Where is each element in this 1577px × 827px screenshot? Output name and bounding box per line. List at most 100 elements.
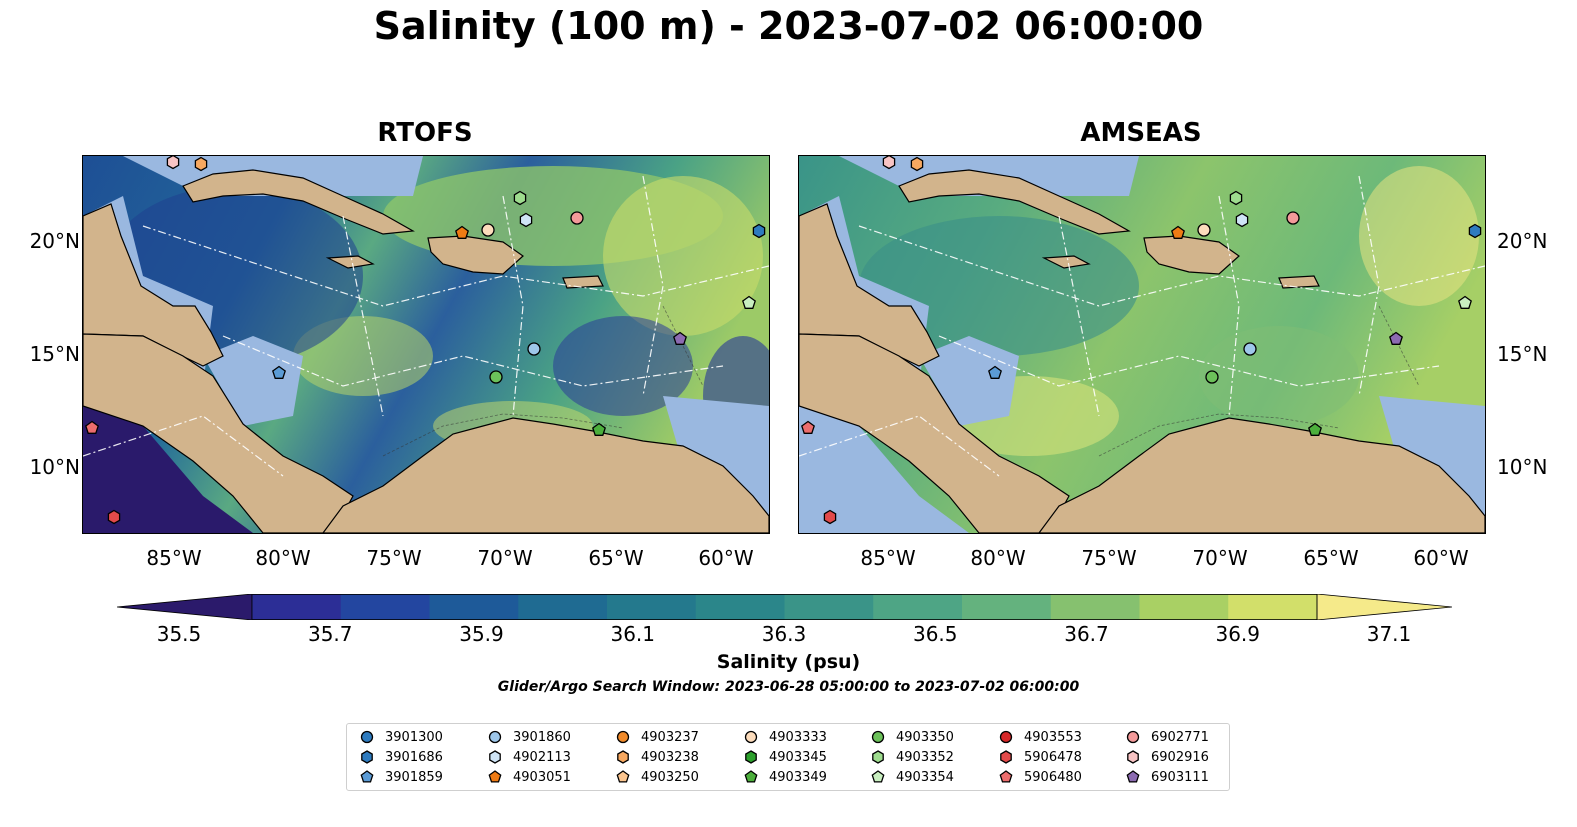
y-tick-label: 10°N bbox=[1497, 455, 1548, 479]
legend-label: 5906478 bbox=[1024, 749, 1082, 765]
float-markers-amseas[interactable] bbox=[801, 156, 1482, 525]
legend-label: 3901860 bbox=[513, 729, 571, 745]
float-marker-4903349 bbox=[1308, 422, 1322, 436]
float-marker-5906480 bbox=[801, 420, 815, 434]
legend-item: 4903250 bbox=[615, 767, 699, 787]
float-marker-5906478 bbox=[107, 509, 121, 525]
x-tick-label: 65°W bbox=[588, 546, 644, 570]
legend-item: 4903237 bbox=[615, 727, 699, 747]
float-marker-4903333 bbox=[481, 223, 495, 237]
circle-marker-icon bbox=[360, 730, 374, 744]
pentagon-marker-icon bbox=[999, 770, 1013, 783]
colorbar-extend-low bbox=[117, 594, 253, 620]
legend-item: 4902113 bbox=[487, 747, 571, 767]
float-legend: 3901300 3901686 3901859 3901860 4902113 49030… bbox=[346, 723, 1230, 791]
legend-label: 6902916 bbox=[1151, 749, 1209, 765]
float-marker-3901686 bbox=[1468, 223, 1482, 239]
float-marker-4903352 bbox=[513, 190, 527, 206]
legend-item: 4903553 bbox=[998, 727, 1082, 747]
pentagon-marker-icon bbox=[488, 770, 502, 783]
legend-item: 4903345 bbox=[743, 747, 827, 767]
pentagon-marker-icon bbox=[1126, 770, 1140, 783]
float-marker-4902113 bbox=[1235, 212, 1249, 228]
colorbar-segment bbox=[784, 594, 874, 620]
hexagon-marker-icon bbox=[1127, 750, 1139, 764]
panel-title-amseas: AMSEAS bbox=[1080, 118, 1202, 148]
colorbar-segment bbox=[518, 594, 608, 620]
legend-item: 4903349 bbox=[743, 767, 827, 787]
legend-item: 3901300 bbox=[359, 727, 443, 747]
float-marker-5906480 bbox=[85, 420, 99, 434]
colorbar-segment bbox=[1139, 594, 1229, 620]
float-marker-3901859 bbox=[988, 365, 1002, 379]
y-tick-label: 20°N bbox=[1497, 229, 1548, 253]
colorbar-tick-label: 35.9 bbox=[459, 622, 504, 646]
x-tick-label: 75°W bbox=[366, 546, 422, 570]
panel-title-rtofs: RTOFS bbox=[377, 118, 473, 148]
float-marker-6902771 bbox=[1286, 211, 1300, 225]
map-panel-amseas[interactable] bbox=[798, 155, 1486, 534]
float-markers-rtofs[interactable] bbox=[85, 156, 766, 525]
legend-label: 3901859 bbox=[385, 769, 443, 785]
colorbar-label: Salinity (psu) bbox=[716, 651, 861, 673]
colorbar-segment bbox=[1228, 594, 1318, 620]
x-tick-label: 65°W bbox=[1303, 546, 1359, 570]
legend-item: 5906480 bbox=[998, 767, 1082, 787]
legend-item: 3901859 bbox=[359, 767, 443, 787]
y-tick-label: 15°N bbox=[29, 342, 80, 366]
float-marker-5906478 bbox=[823, 509, 837, 525]
legend-item: 4903354 bbox=[870, 767, 954, 787]
x-tick-label: 60°W bbox=[1413, 546, 1469, 570]
legend-label: 4902113 bbox=[513, 749, 571, 765]
y-tick-label: 10°N bbox=[29, 455, 80, 479]
legend-label: 4903349 bbox=[769, 769, 827, 785]
salinity-map-rtofs bbox=[83, 156, 769, 533]
legend-label: 4903250 bbox=[641, 769, 699, 785]
pentagon-marker-icon bbox=[616, 770, 630, 783]
circle-marker-icon bbox=[488, 730, 502, 744]
legend-label: 5906480 bbox=[1024, 769, 1082, 785]
colorbar-extend-high bbox=[1316, 594, 1452, 620]
float-marker-4903354 bbox=[1458, 295, 1472, 309]
legend-label: 4903333 bbox=[769, 729, 827, 745]
legend-item: 6902916 bbox=[1125, 747, 1209, 767]
x-tick-label: 70°W bbox=[477, 546, 533, 570]
colorbar-segment bbox=[962, 594, 1052, 620]
colorbar-segment bbox=[695, 594, 785, 620]
hexagon-marker-icon bbox=[489, 750, 501, 764]
map-panel-rtofs[interactable] bbox=[82, 155, 770, 534]
legend-label: 4903553 bbox=[1024, 729, 1082, 745]
x-tick-label: 60°W bbox=[698, 546, 754, 570]
x-tick-label: 70°W bbox=[1192, 546, 1248, 570]
circle-marker-icon bbox=[1126, 730, 1140, 744]
float-marker-4903349 bbox=[592, 422, 606, 436]
legend-item: 4903333 bbox=[743, 727, 827, 747]
y-tick-label: 15°N bbox=[1497, 342, 1548, 366]
y-tick-label: 20°N bbox=[29, 229, 80, 253]
pentagon-marker-icon bbox=[744, 770, 758, 783]
x-tick-label: 85°W bbox=[860, 546, 916, 570]
colorbar-tick-label: 37.1 bbox=[1366, 622, 1412, 646]
circle-marker-icon bbox=[744, 730, 758, 744]
float-marker-3901859 bbox=[272, 365, 286, 379]
float-marker-4903238 bbox=[194, 156, 208, 172]
hexagon-marker-icon bbox=[872, 750, 884, 764]
legend-label: 4903350 bbox=[896, 729, 954, 745]
colorbar-segment bbox=[340, 594, 430, 620]
float-marker-6903111 bbox=[1389, 331, 1403, 345]
float-marker-4902113 bbox=[519, 212, 533, 228]
colorbar-tick-label: 36.3 bbox=[761, 622, 807, 646]
hexagon-marker-icon bbox=[745, 750, 757, 764]
float-marker-4903350 bbox=[489, 370, 503, 384]
legend-item: 6902771 bbox=[1125, 727, 1209, 747]
hexagon-marker-icon bbox=[617, 750, 629, 764]
colorbar-tick-label: 36.7 bbox=[1064, 622, 1109, 646]
figure-title: Salinity (100 m) - 2023-07-02 06:00:00 bbox=[373, 4, 1204, 48]
salinity-colorbar bbox=[117, 594, 1452, 620]
float-marker-6903111 bbox=[673, 331, 687, 345]
legend-label: 6902771 bbox=[1151, 729, 1209, 745]
legend-label: 3901300 bbox=[385, 729, 443, 745]
legend-item: 4903051 bbox=[487, 767, 571, 787]
search-window-caption: Glider/Argo Search Window: 2023-06-28 05… bbox=[497, 679, 1080, 695]
float-marker-4903051 bbox=[1171, 225, 1185, 239]
